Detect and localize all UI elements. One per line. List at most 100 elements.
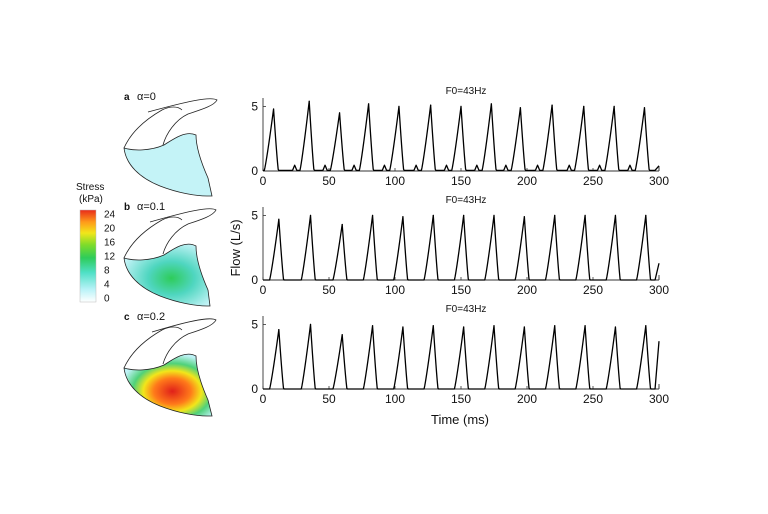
flow-peak-point (554, 214, 556, 217)
colorbar-tick-label: 0 (104, 294, 110, 305)
y-tick-label: 0 (251, 164, 258, 178)
panel-alpha-a: α=0 (137, 91, 156, 103)
flow-plot-3: F0=43Hz 0 50 100 150 200 250 300 0 5 (251, 304, 669, 406)
vocal-fold-outline-upper-b (149, 208, 217, 255)
x-tick-label: 250 (583, 392, 603, 406)
x-tick-label: 100 (385, 174, 405, 188)
flow-peak-point (584, 214, 586, 217)
flow-peak-point (402, 326, 404, 328)
y-tick-label: 5 (251, 99, 258, 113)
flow-peak-point (583, 105, 585, 108)
flow-peak-point (523, 216, 525, 218)
colorbar-title-line2: (kPa) (79, 194, 103, 205)
x-tick-label: 250 (583, 174, 603, 188)
flow-peak-point (398, 105, 400, 108)
flow-peak-point (430, 104, 432, 106)
x-tick-label: 100 (385, 392, 405, 406)
plot-title: F0=43Hz (446, 195, 487, 206)
vocal-fold-outline-upper-a (147, 98, 218, 146)
flow-peak-point (614, 214, 617, 217)
flow-peak-point (338, 112, 341, 114)
vocal-fold-body-c (123, 353, 213, 417)
x-tick-label: 50 (322, 392, 336, 406)
vocal-fold-outline-upper-c (151, 318, 217, 365)
x-tick-label: 300 (649, 174, 669, 188)
colorbar-tick-label: 20 (104, 224, 116, 235)
colorbar-tick-label: 4 (104, 280, 110, 291)
y-tick-label: 0 (251, 382, 258, 396)
panel-letter-c: c (124, 312, 130, 323)
flow-peak-point (371, 214, 374, 217)
x-tick-label: 0 (260, 392, 267, 406)
panel-alpha-c: α=0.2 (137, 311, 165, 323)
plot-title: F0=43Hz (446, 304, 487, 315)
x-tick-label: 300 (649, 392, 669, 406)
vocal-fold-outline-left-b (123, 216, 183, 259)
vocal-fold-body-b (123, 243, 211, 307)
colorbar-gradient (79, 209, 97, 303)
flow-peak-point (432, 214, 434, 217)
x-tick-label: 0 (260, 174, 267, 188)
flow-peak-point (551, 104, 553, 106)
flow-peak-point (643, 107, 646, 109)
flow-peak-point (519, 107, 522, 109)
flow-peak-point (308, 100, 310, 102)
x-tick-label: 250 (583, 283, 603, 297)
x-tick-label: 200 (517, 174, 537, 188)
flow-waveform (263, 100, 660, 171)
flow-peak-point (645, 325, 647, 327)
colorbar-tick-label: 8 (104, 266, 110, 277)
flow-peak-point (493, 214, 495, 217)
flow-peak-point (584, 325, 586, 327)
x-tick-label: 100 (385, 283, 405, 297)
flow-peak-point (460, 105, 462, 108)
x-tick-label: 200 (517, 392, 537, 406)
flow-peak-point (309, 323, 312, 326)
vocal-fold-outline-left-c (123, 326, 183, 369)
vocal-fold-body-a (123, 133, 213, 197)
flow-peak-point (278, 329, 280, 331)
flow-peak-point (523, 326, 525, 328)
flow-peak-point (463, 214, 465, 217)
vocal-fold-outline-left-a (123, 106, 183, 149)
flow-peak-point (490, 103, 492, 105)
flow-peak-point (554, 325, 556, 327)
x-tick-label: 300 (649, 283, 669, 297)
flow-peak-point (402, 216, 404, 218)
flow-peak-point (368, 103, 370, 105)
flow-peak-point (432, 325, 434, 327)
flow-peak-point (493, 325, 495, 327)
flow-plot-2: F0=43Hz 0 50 100 150 200 250 300 0 5 (251, 195, 669, 297)
colorbar-tick-label: 24 (104, 210, 116, 221)
flow-peak-point (614, 326, 617, 328)
x-tick-label: 150 (451, 283, 471, 297)
flow-peak-point (341, 223, 343, 226)
flow-peak-point (278, 218, 280, 220)
colorbar-title-line1: Stress (76, 182, 104, 193)
y-tick-label: 5 (251, 208, 258, 222)
colorbar: Stress (kPa) 24 20 16 12 8 4 0 (76, 182, 116, 305)
y-axis-title: Flow (L/s) (228, 219, 243, 276)
x-tick-label: 150 (451, 392, 471, 406)
x-tick-label: 150 (451, 174, 471, 188)
x-tick-label: 50 (322, 283, 336, 297)
y-tick-label: 5 (251, 317, 258, 331)
flow-peak-point (371, 325, 374, 327)
flow-peak-point (613, 105, 615, 108)
x-axis-title: Time (ms) (431, 412, 489, 427)
flow-waveform (263, 323, 660, 390)
plot-title: F0=43Hz (446, 86, 487, 97)
flow-peak-point (645, 214, 647, 217)
x-tick-label: 200 (517, 283, 537, 297)
x-tick-label: 50 (322, 174, 336, 188)
flow-peak-point (463, 326, 465, 328)
flow-peak-point (272, 108, 275, 110)
colorbar-tick-label: 16 (104, 238, 116, 249)
x-tick-label: 0 (260, 283, 267, 297)
panel-alpha-b: α=0.1 (137, 201, 165, 213)
flow-peak-point (309, 214, 312, 217)
panel-b: b α=0.1 (123, 201, 217, 307)
y-tick-label: 0 (251, 273, 258, 287)
